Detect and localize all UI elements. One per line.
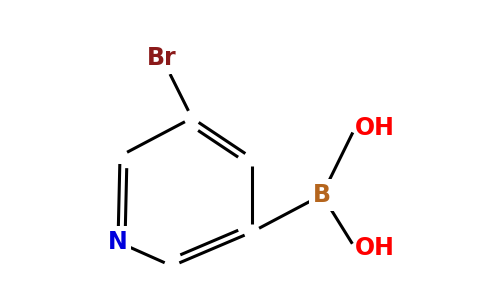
- Text: OH: OH: [355, 236, 395, 260]
- Text: N: N: [108, 230, 128, 254]
- Text: Br: Br: [147, 46, 177, 70]
- Text: B: B: [313, 183, 331, 207]
- Text: OH: OH: [355, 116, 395, 140]
